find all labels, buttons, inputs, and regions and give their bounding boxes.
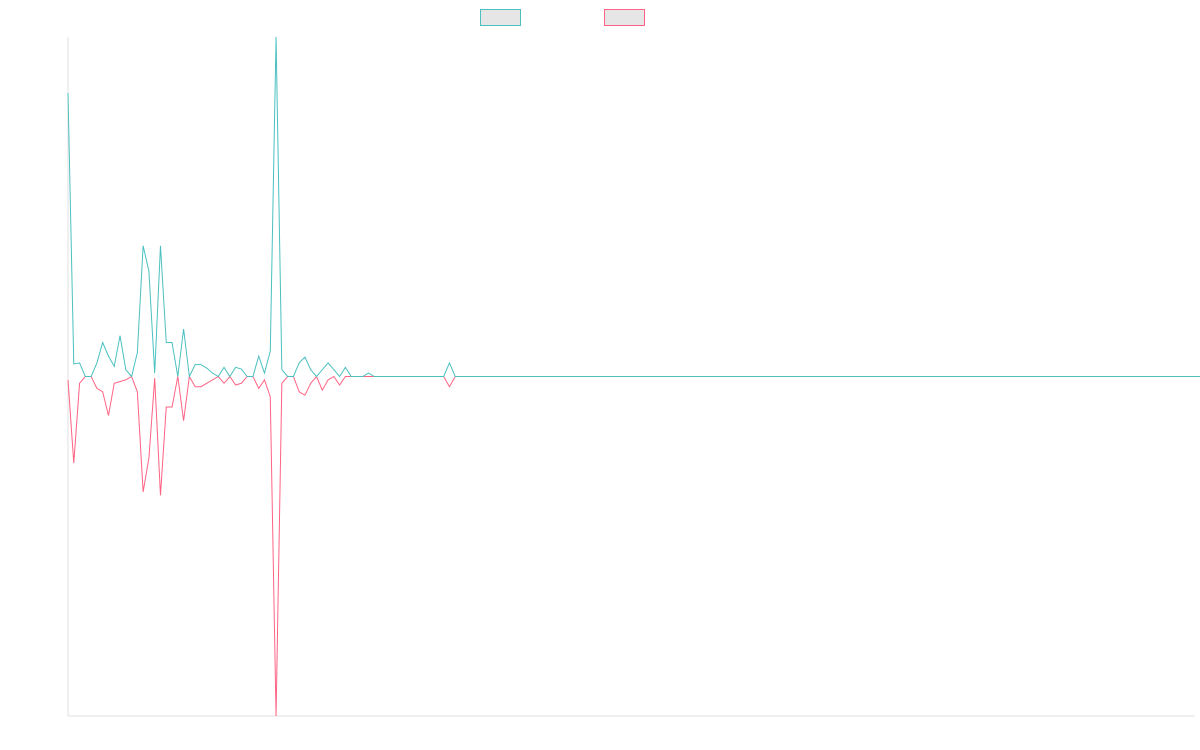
series-group bbox=[67, 36, 1200, 717]
legend bbox=[480, 9, 645, 26]
legend-swatch-1[interactable] bbox=[480, 9, 521, 26]
legend-swatch-2[interactable] bbox=[604, 9, 645, 26]
series-line-2 bbox=[67, 374, 1200, 717]
series-line-1 bbox=[67, 36, 1200, 379]
